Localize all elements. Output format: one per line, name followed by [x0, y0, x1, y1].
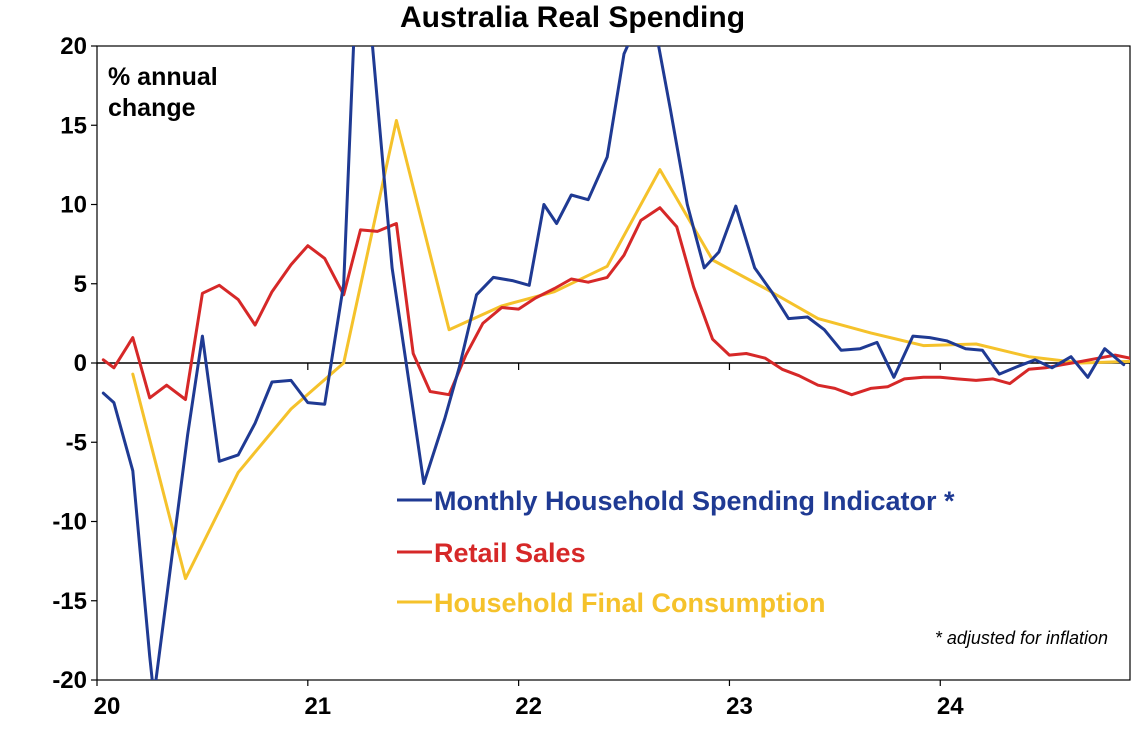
y-tick-label: 5 — [74, 271, 87, 298]
x-tick-label: 24 — [937, 693, 964, 720]
legend-label-1: Retail Sales — [434, 538, 586, 568]
y-tick-label: -15 — [52, 588, 87, 615]
x-tick-labels: 20 21 22 23 24 — [94, 693, 965, 720]
legend-label-2: Household Final Consumption — [434, 588, 825, 618]
chart-title: Australia Real Spending — [399, 1, 746, 34]
legend: Monthly Household Spending Indicator * Re… — [397, 486, 955, 618]
y-tick-labels: 20 15 10 5 0 -5 -10 -15 -20 — [52, 33, 87, 694]
y-tick-label: 20 — [60, 33, 87, 60]
y-unit-line-2: change — [108, 94, 196, 122]
x-tick-label: 20 — [94, 693, 121, 720]
footnote: * adjusted for inflation — [935, 628, 1108, 648]
y-unit-line-1: % annual — [108, 63, 218, 91]
legend-label-0: Monthly Household Spending Indicator * — [434, 486, 955, 516]
y-tick-label: -20 — [52, 667, 87, 694]
y-tick-label: -5 — [66, 429, 87, 456]
series-line-2 — [131, 119, 1130, 581]
x-tick-label: 23 — [726, 693, 753, 720]
series-line-0 — [101, 46, 1126, 680]
series-line-1 — [101, 206, 1130, 401]
y-axis-unit-label: % annual change — [108, 62, 218, 124]
y-tick-label: 0 — [74, 350, 87, 377]
y-tick-label: 15 — [60, 112, 87, 139]
x-tick-label: 22 — [515, 693, 542, 720]
x-tick-label: 21 — [304, 693, 331, 720]
axes — [91, 45, 1131, 686]
y-tick-label: 10 — [60, 192, 87, 219]
series-lines — [101, 46, 1130, 680]
y-tick-label: -10 — [52, 509, 87, 536]
